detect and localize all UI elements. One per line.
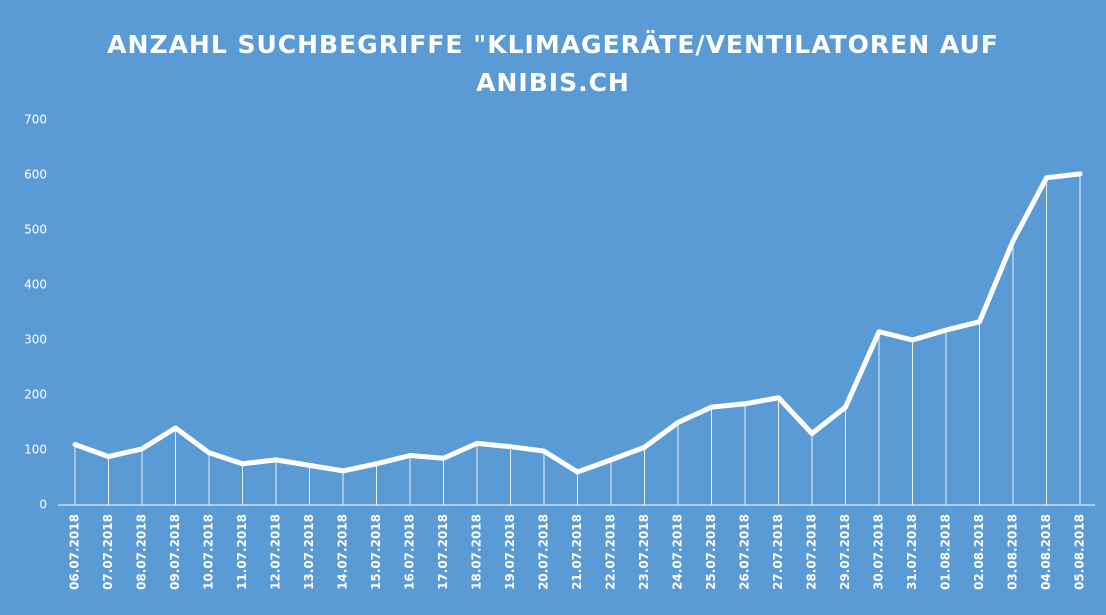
x-tick-label: 21.07.2018	[570, 514, 584, 590]
x-tick-label: 16.07.2018	[403, 514, 417, 590]
x-tick-label: 04.08.2018	[1039, 514, 1053, 590]
x-tick-label: 12.07.2018	[269, 514, 283, 590]
x-tick-label: 27.07.2018	[771, 514, 785, 590]
x-tick-label: 25.07.2018	[704, 514, 718, 590]
x-tick-label: 23.07.2018	[637, 514, 651, 590]
x-tick-label: 09.07.2018	[168, 514, 182, 590]
x-tick-label: 20.07.2018	[537, 514, 551, 590]
x-tick-label: 11.07.2018	[235, 514, 249, 590]
x-tick-label: 07.07.2018	[101, 514, 115, 590]
x-tick-label: 24.07.2018	[671, 514, 685, 590]
y-tick-label: 300	[24, 333, 47, 347]
x-tick-label: 29.07.2018	[838, 514, 852, 590]
x-tick-label: 31.07.2018	[905, 514, 919, 590]
x-tick-label: 06.07.2018	[68, 514, 82, 590]
y-tick-label: 0	[39, 498, 47, 512]
x-tick-label: 18.07.2018	[470, 514, 484, 590]
x-tick-label: 05.08.2018	[1073, 514, 1087, 590]
x-tick-label: 15.07.2018	[369, 514, 383, 590]
x-tick-label: 08.07.2018	[135, 514, 149, 590]
chart-title: ANZAHL SUCHBEGRIFFE "KLIMAGERÄTE/VENTILA…	[107, 30, 999, 97]
x-tick-label: 19.07.2018	[503, 514, 517, 590]
x-tick-label: 30.07.2018	[872, 514, 886, 590]
x-tick-label: 10.07.2018	[202, 514, 216, 590]
x-tick-label: 01.08.2018	[939, 514, 953, 590]
y-tick-label: 700	[24, 113, 47, 127]
x-tick-label: 13.07.2018	[302, 514, 316, 590]
y-tick-label: 200	[24, 388, 47, 402]
y-tick-label: 600	[24, 168, 47, 182]
y-tick-label: 500	[24, 223, 47, 237]
x-tick-label: 28.07.2018	[805, 514, 819, 590]
x-tick-label: 14.07.2018	[336, 514, 350, 590]
x-tick-label: 22.07.2018	[604, 514, 618, 590]
y-tick-label: 400	[24, 278, 47, 292]
y-tick-label: 100	[24, 443, 47, 457]
x-tick-label: 17.07.2018	[436, 514, 450, 590]
x-tick-label: 03.08.2018	[1006, 514, 1020, 590]
x-tick-label: 26.07.2018	[738, 514, 752, 590]
line	[72, 171, 1083, 475]
x-tick-label: 02.08.2018	[972, 514, 986, 590]
